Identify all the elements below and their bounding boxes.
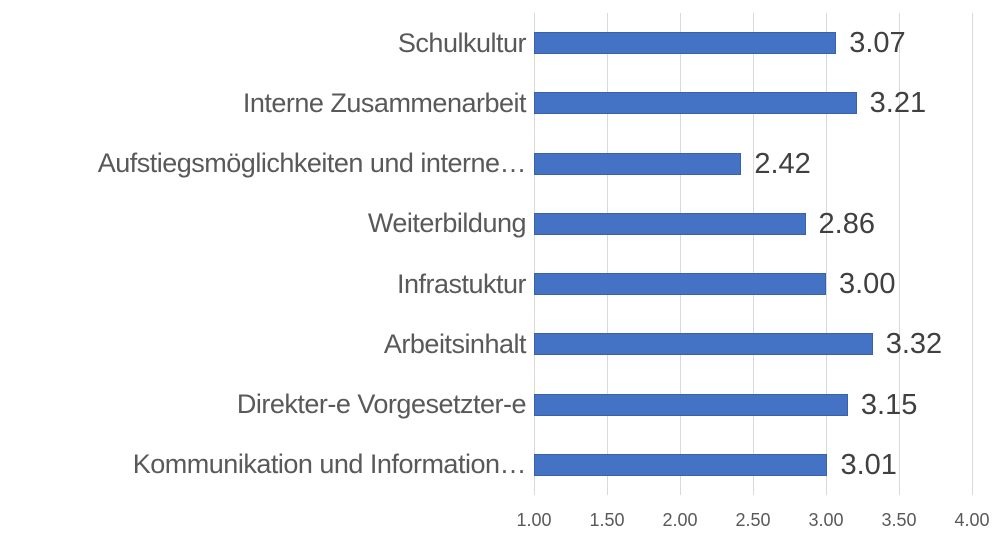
grid-line — [898, 13, 900, 495]
category-label: Schulkultur — [397, 27, 527, 58]
bar — [534, 212, 806, 235]
value-label: 2.86 — [818, 207, 875, 240]
grid-line — [825, 13, 827, 495]
grid-line — [971, 13, 973, 495]
bar — [534, 393, 848, 416]
x-tick-label: 1.00 — [516, 510, 552, 530]
bar — [534, 333, 873, 356]
x-tick-label: 1.50 — [589, 510, 625, 530]
plot-area: 3.07 3.21 2.42 2.86 3.00 3.32 3.15 3.01 — [533, 13, 973, 495]
bar — [534, 273, 826, 296]
value-label: 3.15 — [860, 388, 918, 421]
x-tick-label: 2.50 — [735, 510, 771, 530]
bar — [534, 92, 857, 115]
bar — [534, 152, 742, 175]
bar — [534, 453, 828, 476]
value-label: 2.42 — [754, 147, 811, 180]
category-label: Arbeitsinhalt — [383, 328, 527, 359]
category-label: Infrastuktur — [396, 268, 527, 299]
x-tick-label: 3.00 — [808, 510, 844, 530]
category-label: Direkter-e Vorgesetzter-e — [236, 389, 527, 420]
category-label: Interne Zusammenarbeit — [242, 87, 527, 118]
x-tick-label: 2.00 — [662, 510, 698, 530]
grid-line — [752, 13, 754, 495]
value-label: 3.01 — [840, 448, 897, 481]
value-label: 3.32 — [885, 328, 943, 361]
x-tick-label: 4.00 — [954, 510, 990, 530]
grid-line — [606, 13, 608, 495]
grid-line — [679, 13, 681, 495]
value-label: 3.07 — [849, 27, 906, 60]
value-label: 3.21 — [869, 87, 927, 120]
value-label: 3.00 — [839, 268, 896, 301]
category-label: Kommunikation und Information… — [132, 449, 527, 480]
bar — [534, 32, 837, 55]
category-label: Aufstiegsmöglichkeiten und interne… — [97, 148, 527, 179]
category-label: Weiterbildung — [367, 208, 527, 239]
x-tick-label: 3.50 — [881, 510, 917, 530]
grid-line — [533, 13, 535, 495]
